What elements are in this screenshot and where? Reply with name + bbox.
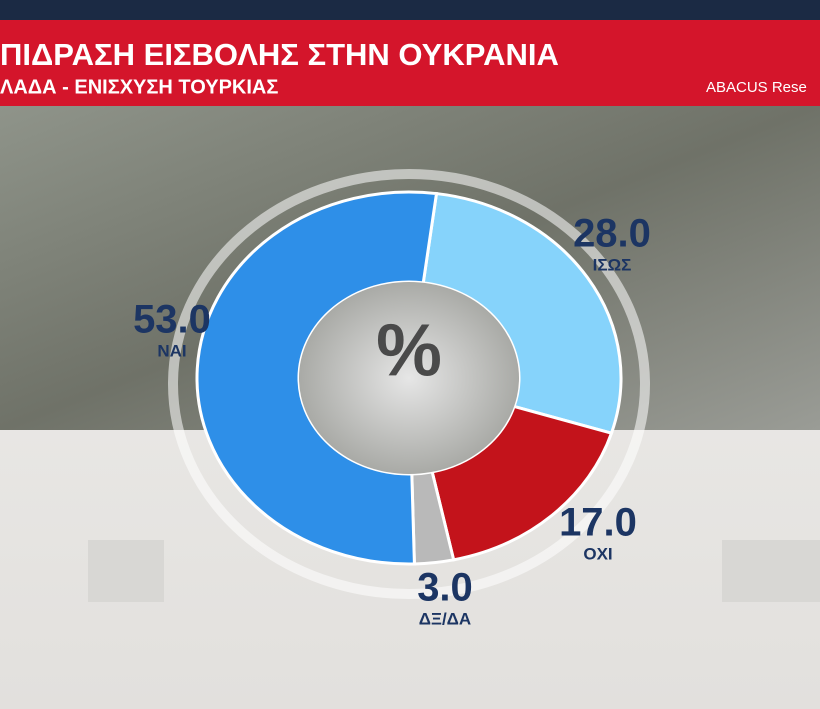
- chart-title: ΠΙΔΡΑΣΗ ΕΙΣΒΟΛΗΣ ΣΤΗΝ ΟΥΚΡΑΝΙΑ: [0, 37, 559, 72]
- top-bar: [0, 0, 820, 20]
- title-banner: [0, 20, 820, 106]
- halo-ring: [168, 169, 650, 599]
- pedestal: [88, 540, 164, 602]
- chart-subtitle: ΛΑΔΑ - ΕΝΙΣΧΥΣΗ ΤΟΥΡΚΙΑΣ: [0, 76, 278, 98]
- category-label: ΔΞ/ΔΑ: [419, 609, 471, 628]
- value-label: 28.0: [573, 212, 651, 256]
- category-label: ΟΧΙ: [583, 544, 612, 563]
- category-label: ΙΣΩΣ: [593, 255, 632, 274]
- source: ABACUS Rese: [706, 79, 807, 96]
- pedestal: [722, 540, 820, 602]
- donut-hole: [299, 282, 519, 474]
- value-label: 17.0: [559, 501, 637, 545]
- value-label: 53.0: [133, 298, 211, 342]
- center-label: %: [376, 309, 442, 392]
- value-label: 3.0: [417, 566, 473, 610]
- category-label: ΝΑΙ: [157, 341, 186, 360]
